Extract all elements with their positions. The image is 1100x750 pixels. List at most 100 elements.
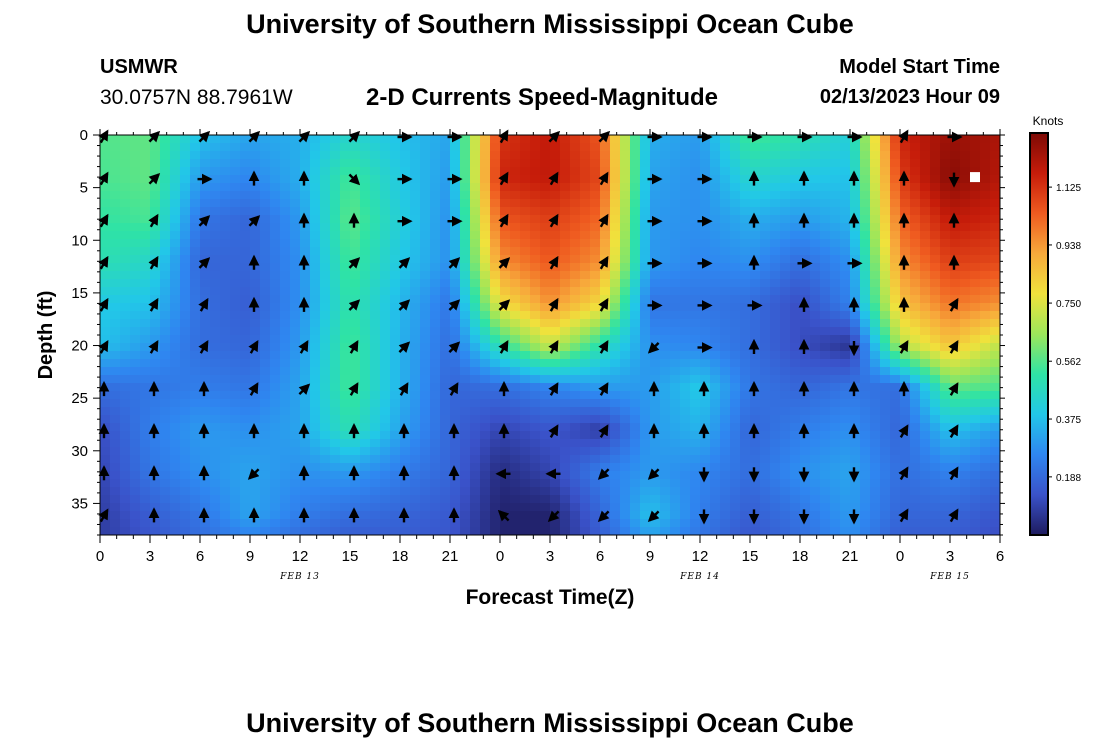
heat-cell bbox=[300, 359, 311, 368]
heat-cell bbox=[860, 471, 871, 480]
heat-cell bbox=[970, 367, 981, 376]
heat-cell bbox=[790, 295, 801, 304]
heat-cell bbox=[480, 367, 491, 376]
heat-cell bbox=[190, 391, 201, 400]
heat-cell bbox=[450, 271, 461, 280]
heat-cell bbox=[300, 175, 311, 184]
heat-cell bbox=[660, 287, 671, 296]
heat-cell bbox=[920, 199, 931, 208]
heat-cell bbox=[840, 351, 851, 360]
heat-cell bbox=[800, 311, 811, 320]
heat-cell bbox=[370, 455, 381, 464]
heat-cell bbox=[920, 495, 931, 504]
heat-cell bbox=[940, 519, 951, 528]
heat-cell bbox=[570, 423, 581, 432]
heat-cell bbox=[730, 247, 741, 256]
heat-cell bbox=[890, 143, 901, 152]
heat-cell bbox=[840, 327, 851, 336]
heat-cell bbox=[610, 375, 621, 384]
heat-cell bbox=[290, 231, 301, 240]
heat-cell bbox=[630, 487, 641, 496]
heat-cell bbox=[350, 487, 361, 496]
heat-cell bbox=[450, 503, 461, 512]
heat-cell bbox=[270, 255, 281, 264]
heat-cell bbox=[960, 167, 971, 176]
heat-cell bbox=[900, 383, 911, 392]
heat-cell bbox=[530, 183, 541, 192]
heat-cell bbox=[150, 367, 161, 376]
heat-cell bbox=[780, 495, 791, 504]
heat-cell bbox=[670, 423, 681, 432]
heat-cell bbox=[940, 439, 951, 448]
heat-cell bbox=[530, 511, 541, 520]
heat-cell bbox=[880, 383, 891, 392]
heat-cell bbox=[720, 135, 731, 144]
heat-cell bbox=[960, 487, 971, 496]
heat-cell bbox=[360, 199, 371, 208]
current-arrow bbox=[348, 299, 361, 311]
heat-cell bbox=[700, 471, 711, 480]
heat-cell bbox=[580, 199, 591, 208]
heat-cell bbox=[330, 167, 341, 176]
heat-cell bbox=[500, 487, 511, 496]
heat-cell bbox=[380, 391, 391, 400]
heat-cell bbox=[650, 279, 661, 288]
heat-cell bbox=[940, 255, 951, 264]
heat-cell bbox=[320, 239, 331, 248]
heat-cell bbox=[360, 167, 371, 176]
heat-cell bbox=[320, 183, 331, 192]
heat-cell bbox=[390, 479, 401, 488]
heat-cell bbox=[110, 151, 121, 160]
heat-cell bbox=[410, 311, 421, 320]
heat-cell bbox=[210, 311, 221, 320]
heat-cell bbox=[270, 167, 281, 176]
heat-cell bbox=[520, 399, 531, 408]
y-tick-label: 0 bbox=[80, 127, 88, 144]
heat-cell bbox=[370, 271, 381, 280]
heat-cell bbox=[540, 399, 551, 408]
heat-cell bbox=[160, 327, 171, 336]
y-tick-label: 30 bbox=[71, 443, 88, 460]
heat-cell bbox=[670, 223, 681, 232]
heat-cell bbox=[470, 391, 481, 400]
heat-cell bbox=[150, 487, 161, 496]
heat-cell bbox=[260, 527, 271, 535]
heat-cell bbox=[840, 511, 851, 520]
heat-cell bbox=[410, 231, 421, 240]
heat-cell bbox=[820, 239, 831, 248]
heat-cell bbox=[860, 415, 871, 424]
heat-cell bbox=[910, 519, 921, 528]
heat-cell bbox=[630, 239, 641, 248]
heat-cell bbox=[440, 519, 451, 528]
heat-cell bbox=[420, 351, 431, 360]
heat-cell bbox=[590, 391, 601, 400]
heat-cell bbox=[200, 247, 211, 256]
heat-cell bbox=[490, 359, 501, 368]
heat-cell bbox=[120, 391, 131, 400]
heat-cell bbox=[410, 215, 421, 224]
heat-cell bbox=[860, 143, 871, 152]
heat-cell bbox=[960, 343, 971, 352]
heat-cell bbox=[870, 423, 881, 432]
x-tick-label: 0 bbox=[496, 548, 504, 565]
heat-cell bbox=[600, 327, 611, 336]
heat-cell bbox=[890, 207, 901, 216]
heat-cell bbox=[550, 455, 561, 464]
heat-cell bbox=[550, 447, 561, 456]
current-arrow bbox=[398, 299, 411, 311]
heat-cell bbox=[590, 263, 601, 272]
heat-cell bbox=[350, 503, 361, 512]
heat-cell bbox=[840, 159, 851, 168]
heat-cell bbox=[140, 471, 151, 480]
heat-cell bbox=[790, 215, 801, 224]
heat-cell bbox=[400, 151, 411, 160]
heat-cell bbox=[480, 351, 491, 360]
heat-cell bbox=[880, 311, 891, 320]
heat-cell bbox=[540, 455, 551, 464]
heat-cell bbox=[990, 191, 1000, 200]
heat-cell bbox=[440, 183, 451, 192]
heat-cell bbox=[890, 455, 901, 464]
heat-cell bbox=[480, 439, 491, 448]
heat-cell bbox=[830, 175, 841, 184]
heat-cell bbox=[920, 431, 931, 440]
